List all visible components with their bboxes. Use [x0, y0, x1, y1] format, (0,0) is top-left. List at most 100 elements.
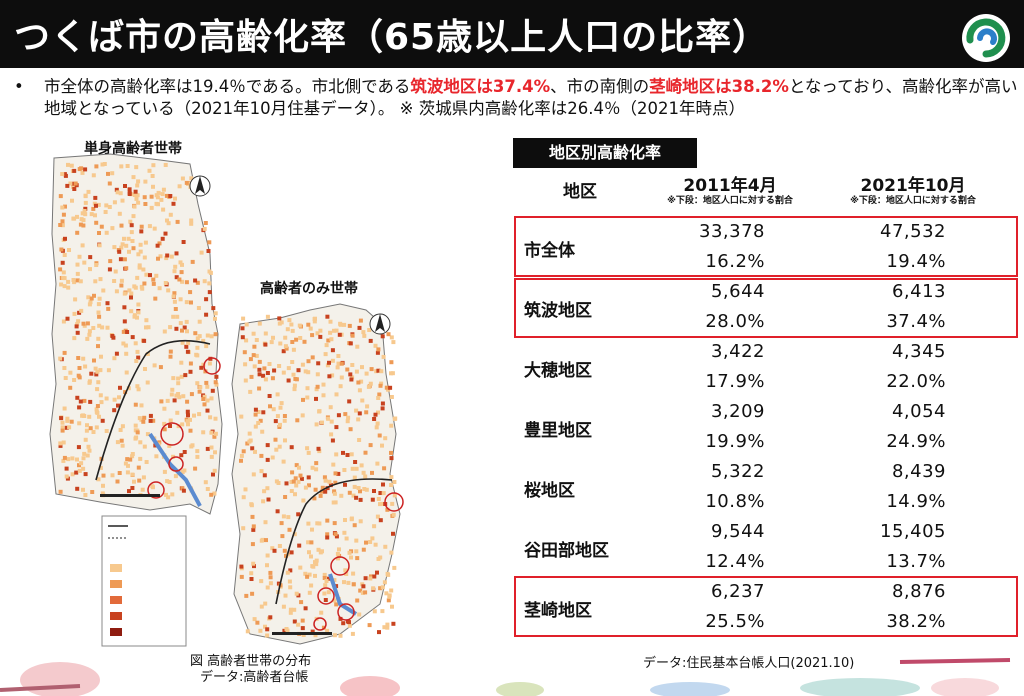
map-cell [373, 343, 378, 348]
row-label-district: 茎崎地区 [524, 601, 592, 621]
map-cell [350, 363, 355, 367]
map-cell [298, 336, 303, 340]
map-cell [205, 333, 210, 338]
map-cell [270, 546, 275, 551]
map-cell [144, 325, 148, 330]
cell-count: 6,237 [710, 581, 765, 602]
map-cell [189, 221, 194, 226]
map-cell [72, 280, 77, 285]
map-cell [374, 425, 379, 430]
map-cell [268, 581, 273, 586]
map-cell [373, 412, 378, 417]
map-cell [83, 493, 88, 497]
map-cell [113, 269, 118, 274]
map-cell [143, 240, 148, 245]
map-cell [102, 162, 107, 166]
map-cell [370, 536, 375, 541]
map-cell [258, 628, 263, 633]
map-cell [366, 384, 371, 389]
map-cell [213, 332, 218, 337]
cell-count: 5,644 [710, 281, 765, 302]
map-cell [209, 454, 214, 459]
map-cell [112, 397, 117, 402]
map-cell [363, 576, 368, 581]
map-cell [312, 317, 317, 321]
map-cell [358, 588, 363, 593]
map-cell [307, 550, 311, 555]
map-cell [77, 463, 81, 468]
map-cell [162, 406, 167, 411]
map-cell [277, 425, 282, 429]
map-cell [192, 413, 196, 418]
map-cell [288, 568, 293, 573]
map-cell [251, 353, 256, 358]
map-cell [130, 472, 135, 477]
map-cell [265, 371, 270, 375]
map-cell [205, 408, 210, 413]
map-cell [61, 270, 66, 275]
map-cell [81, 223, 86, 228]
map-cell [211, 306, 216, 311]
cell-rate: 38.2% [886, 611, 946, 632]
map-cell [290, 360, 295, 364]
map-cell [60, 223, 65, 228]
map-cell [185, 419, 190, 424]
map-cell [125, 457, 130, 462]
map-cell [372, 417, 377, 421]
map-cell [381, 354, 386, 359]
map-cell [323, 478, 328, 483]
map-cell [263, 601, 268, 606]
map-cell [372, 574, 377, 579]
map-cell [380, 334, 385, 339]
map-cell [144, 272, 149, 277]
map-cell [195, 353, 200, 358]
map-cell [101, 288, 106, 293]
map-cell [330, 348, 335, 353]
map-cell [391, 512, 396, 517]
map-cell [112, 200, 117, 205]
map-cell [346, 415, 351, 420]
map-cell [333, 471, 338, 476]
map-cell [180, 422, 185, 427]
cell-count: 3,209 [710, 401, 765, 422]
map-cell [175, 219, 180, 224]
map-cell [118, 385, 122, 390]
map-cell [91, 206, 96, 211]
map-cell [338, 633, 343, 638]
map-cell [66, 285, 71, 290]
highlight-box-city [514, 216, 1018, 277]
map-cell [389, 450, 393, 455]
map-cell [358, 497, 363, 502]
map-cell [184, 344, 189, 349]
map-cell [162, 329, 167, 334]
map-cell [59, 247, 64, 252]
map-cell [139, 224, 144, 229]
map-cell [375, 350, 380, 355]
map-cell [213, 450, 217, 455]
map-cell [121, 341, 126, 346]
map-cell [85, 453, 90, 458]
map-cell [315, 331, 320, 336]
map-cell [294, 377, 299, 382]
map-cell [94, 409, 99, 414]
map-cell [347, 623, 352, 628]
map-cell [94, 407, 99, 412]
figure-data-source: データ:高齢者台帳 [200, 670, 309, 685]
map-cell [296, 368, 301, 373]
map-cell [242, 350, 247, 355]
map-cell [98, 277, 103, 282]
map-cell [306, 359, 311, 364]
map-cell [296, 622, 301, 627]
map-cell [174, 251, 179, 256]
map-cell [107, 267, 112, 272]
map-cell [244, 593, 249, 598]
table-data-source: データ:住民基本台帳人口(2021.10) [643, 656, 855, 671]
map-legend [101, 515, 187, 647]
map-cell [300, 618, 305, 623]
map-cell [314, 467, 319, 472]
map-cell [329, 419, 334, 424]
map-cell [283, 344, 288, 349]
map-cell [127, 489, 131, 494]
map-cell [205, 398, 210, 403]
map-cell [316, 446, 321, 451]
